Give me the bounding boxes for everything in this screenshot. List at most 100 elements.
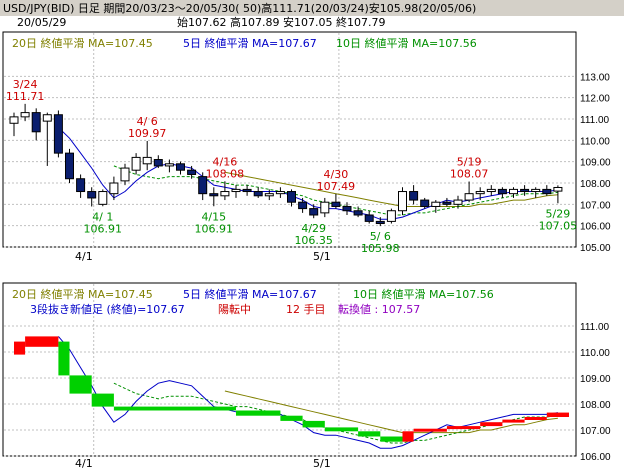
annotation-date: 5/29 — [546, 207, 571, 220]
sub-grid — [4, 284, 575, 457]
sub-x-label-apr: 4/1 — [75, 457, 93, 470]
candle-body — [275, 191, 285, 195]
x-label-apr: 4/1 — [75, 250, 93, 263]
annotation-date: 4/29 — [301, 222, 326, 235]
annotation-price: 111.71 — [6, 90, 45, 103]
sub-ma20-line — [224, 390, 558, 434]
candle-body — [187, 169, 197, 175]
brick-down — [302, 420, 325, 428]
candle-body — [386, 210, 396, 222]
sub-info-reversal: 転換値 : 107.57 — [338, 303, 420, 316]
sub-moving-averages — [58, 336, 558, 449]
candle-body — [120, 167, 130, 182]
candle-body — [398, 191, 407, 212]
candle-body — [76, 178, 86, 193]
brick-down — [91, 393, 114, 407]
main-y-tick-label: 109.00 — [580, 158, 611, 169]
sub-y-tick-label: 106.00 — [580, 452, 611, 463]
candle-body — [176, 163, 185, 171]
candle-body — [242, 188, 252, 193]
brick-up — [546, 412, 569, 417]
candle-body — [520, 188, 530, 193]
sub-y-tick-label: 110.00 — [580, 348, 610, 359]
sub-info-value: 3段抜き新値足 (終値)=107.67 — [30, 302, 185, 316]
brick-down — [58, 341, 70, 376]
main-panel — [2, 31, 577, 248]
candle-body — [153, 159, 163, 167]
title-line: USD/JPY(BID) 日足 期間20/03/23〜20/05/30( 50)… — [3, 1, 476, 15]
candle-body — [9, 116, 19, 124]
candle-body — [31, 112, 41, 133]
annotation-date: 5/ 6 — [370, 230, 391, 243]
brick-up — [402, 431, 414, 442]
annotation-date: 5/19 — [457, 156, 482, 169]
brick-up — [524, 417, 547, 420]
main-y-tick-label: 110.00 — [580, 136, 610, 147]
candle-body — [198, 176, 208, 195]
candle-body — [142, 156, 152, 165]
main-y-tick-label: 107.00 — [580, 200, 611, 211]
candle-body — [464, 193, 474, 201]
main-y-tick-label: 112.00 — [580, 94, 610, 105]
candle-body — [486, 188, 496, 193]
candle-body — [542, 188, 552, 195]
annotation-price: 106.35 — [294, 234, 333, 247]
candle-body — [453, 199, 463, 205]
current-date: 20/05/29 — [17, 16, 66, 29]
sub-y-axis: 106.00 107.00 108.00 109.00 110.00 111.00 — [580, 322, 611, 463]
sub-ma10-line — [113, 382, 558, 444]
candle-body — [298, 201, 308, 210]
brick-down — [69, 375, 92, 394]
main-y-tick-label: 105.00 — [580, 243, 611, 254]
brick-down — [236, 410, 281, 416]
brick-down — [358, 431, 381, 437]
candle-body — [431, 201, 441, 207]
candle-body — [231, 188, 241, 193]
candle-body — [497, 188, 507, 195]
candle-body — [420, 199, 430, 207]
title-bar — [0, 0, 624, 16]
annotation-price: 107.05 — [539, 219, 578, 232]
brick-up — [413, 428, 447, 432]
annotation-price: 105.98 — [361, 242, 400, 255]
sub-y-tick-label: 111.00 — [580, 322, 610, 333]
main-grid — [4, 33, 575, 248]
annotation-price: 107.49 — [317, 180, 356, 193]
ohlc-readout: 始107.62 高107.89 安107.05 終107.79 — [177, 15, 385, 29]
main-y-tick-label: 108.00 — [580, 179, 611, 190]
main-y-tick-label: 111.00 — [580, 115, 610, 126]
main-legend-ma20: 20日 終値平滑 MA=107.45 — [12, 36, 153, 50]
main-legend-ma10: 10日 終値平滑 MA=107.56 — [336, 36, 477, 50]
candle-body — [509, 188, 518, 195]
brick-down — [380, 436, 403, 442]
annotation-price: 108.08 — [206, 167, 245, 180]
brick-down — [324, 427, 359, 432]
candle-body — [131, 156, 141, 171]
annotation-date: 4/ 6 — [137, 115, 158, 128]
candle-body — [98, 191, 108, 205]
candle-body — [475, 191, 485, 195]
ma20-line — [224, 171, 558, 207]
candle-body — [53, 114, 63, 154]
candle-body — [353, 210, 363, 216]
candle-body — [331, 201, 341, 207]
annotation-date: 4/15 — [201, 210, 226, 223]
annotation-date: 4/16 — [213, 155, 238, 168]
sub-info-count: 12 手目 — [286, 302, 326, 316]
candle-body — [309, 208, 319, 216]
candle-body — [20, 112, 30, 118]
candle-body — [342, 205, 352, 212]
brick-down — [113, 406, 236, 411]
candle-body — [364, 214, 374, 222]
candle-body — [87, 191, 97, 199]
sub-y-tick-label: 107.00 — [580, 426, 611, 437]
brick-down — [280, 415, 303, 421]
main-y-tick-label: 106.00 — [580, 222, 611, 233]
annotation-date: 3/24 — [13, 78, 38, 91]
annotation-price: 106.91 — [84, 222, 123, 235]
ma5-line — [58, 127, 558, 220]
annotation-date: 4/ 1 — [92, 210, 113, 223]
sub-ma5-line — [58, 336, 558, 449]
main-y-tick-label: 113.00 — [580, 72, 610, 83]
candle-body — [375, 220, 385, 225]
